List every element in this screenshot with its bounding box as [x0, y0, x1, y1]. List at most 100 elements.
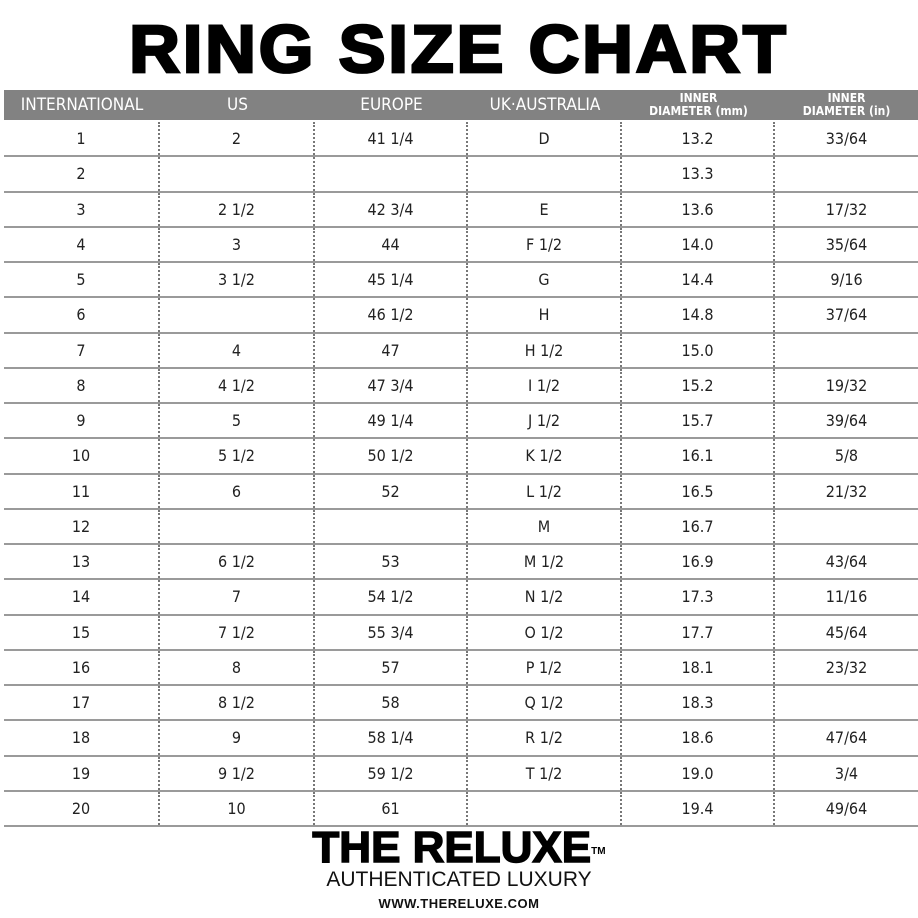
cell-uk-australia: Q 1/2 — [468, 686, 622, 720]
cell-inner-diameter-in: 17/32 — [825, 199, 868, 219]
cell-inner-diameter-in: 49/64 — [825, 798, 868, 818]
cell-inner-diameter-in: 33/64 — [825, 129, 868, 149]
header-inner-diameter-mm: INNER DIAMETER (mm) — [649, 91, 748, 118]
cell-inner-diameter-in: 47/64 — [825, 728, 868, 748]
cell-us: 9 — [160, 721, 315, 755]
table-row: 6 46 1/2 H 14.8 37/64 — [4, 298, 918, 334]
cell-inner-diameter-in: 3/4 — [834, 763, 859, 783]
cell-inner-diameter-mm: 14.0 — [622, 227, 775, 261]
cell-inner-diameter-in: 43/64 — [825, 552, 868, 572]
cell-europe: 49 1/4 — [315, 404, 468, 438]
cell-uk-australia: J 1/2 — [468, 404, 622, 438]
header-international: INTERNATIONAL — [20, 94, 144, 115]
cell-inner-diameter-mm: 14.4 — [622, 263, 775, 297]
cell-us: 2 — [160, 122, 315, 156]
cell-inner-diameter-mm: 14.8 — [622, 298, 775, 332]
size-table: 1 2 41 1/4 D 13.2 33/64 2 13.3 3 2 1/2 42 3/4 E 13.6… — [4, 122, 918, 827]
cell-international: 1 — [4, 122, 160, 156]
cell-international: 8 — [4, 368, 160, 402]
table-row: 19 9 1/2 59 1/2 T 1/2 19.0 3/4 — [4, 756, 918, 792]
cell-inner-diameter-in — [775, 510, 918, 543]
cell-us: 3 1/2 — [160, 263, 315, 297]
cell-uk-australia: H 1/2 — [468, 333, 622, 367]
cell-us — [160, 298, 315, 332]
cell-us — [160, 509, 315, 543]
cell-us: 8 1/2 — [160, 686, 315, 720]
cell-inner-diameter-mm: 13.3 — [622, 157, 775, 191]
brand-name: THE RELUXE — [312, 823, 592, 872]
cell-inner-diameter-in: 39/64 — [825, 411, 868, 431]
cell-uk-australia: M — [468, 509, 622, 543]
cell-international: 13 — [4, 545, 160, 579]
cell-inner-diameter-in: 5/8 — [834, 446, 859, 466]
cell-international: 17 — [4, 686, 160, 720]
table-row: 11 6 52 L 1/2 16.5 21/32 — [4, 474, 918, 510]
cell-international: 12 — [4, 509, 160, 543]
cell-uk-australia: O 1/2 — [468, 615, 622, 649]
cell-europe: 54 1/2 — [315, 580, 468, 614]
table-row: 13 6 1/2 53 M 1/2 16.9 43/64 — [4, 545, 918, 581]
cell-inner-diameter-mm: 17.7 — [622, 615, 775, 649]
cell-international: 7 — [4, 333, 160, 367]
cell-uk-australia: K 1/2 — [468, 439, 622, 473]
cell-europe: 47 — [315, 333, 468, 367]
cell-inner-diameter-in — [775, 157, 918, 190]
header-europe: EUROPE — [360, 94, 423, 115]
table-row: 4 3 44 F 1/2 14.0 35/64 — [4, 227, 918, 263]
cell-inner-diameter-mm: 15.0 — [622, 333, 775, 367]
cell-europe: 57 — [315, 650, 468, 684]
cell-uk-australia: G — [468, 263, 622, 297]
trademark: TM — [591, 846, 606, 857]
cell-europe: 44 — [315, 227, 468, 261]
cell-inner-diameter-in: 9/16 — [830, 270, 863, 290]
table-row: 12 M 16.7 — [4, 509, 918, 545]
header-us: US — [227, 94, 248, 115]
table-header: INTERNATIONAL US EUROPE UK·AUSTRALIA INN… — [4, 90, 918, 120]
cell-international: 3 — [4, 192, 160, 226]
cell-uk-australia: L 1/2 — [468, 474, 622, 508]
cell-inner-diameter-mm: 13.6 — [622, 192, 775, 226]
table-row: 16 8 57 P 1/2 18.1 23/32 — [4, 650, 918, 686]
cell-europe: 58 1/4 — [315, 721, 468, 755]
cell-international: 2 — [4, 157, 160, 191]
cell-europe: 47 3/4 — [315, 368, 468, 402]
cell-inner-diameter-mm: 16.1 — [622, 439, 775, 473]
cell-uk-australia: P 1/2 — [468, 650, 622, 684]
cell-europe: 53 — [315, 545, 468, 579]
cell-europe: 46 1/2 — [315, 298, 468, 332]
cell-us: 4 — [160, 333, 315, 367]
cell-inner-diameter-mm: 18.3 — [622, 686, 775, 720]
header-inner-diameter-in: INNER DIAMETER (in) — [802, 91, 891, 118]
table-row: 10 5 1/2 50 1/2 K 1/2 16.1 5/8 — [4, 439, 918, 475]
cell-inner-diameter-in: 37/64 — [825, 305, 868, 325]
cell-europe: 61 — [315, 791, 468, 825]
cell-international: 4 — [4, 227, 160, 261]
cell-uk-australia: M 1/2 — [468, 545, 622, 579]
table-row: 18 9 58 1/4 R 1/2 18.6 47/64 — [4, 721, 918, 757]
page-title: RING SIZE CHART — [128, 11, 789, 87]
cell-uk-australia — [468, 157, 622, 191]
table-row: 14 7 54 1/2 N 1/2 17.3 11/16 — [4, 580, 918, 616]
cell-international: 15 — [4, 615, 160, 649]
cell-inner-diameter-in: 45/64 — [825, 622, 868, 642]
cell-europe: 50 1/2 — [315, 439, 468, 473]
table-row: 9 5 49 1/4 J 1/2 15.7 39/64 — [4, 404, 918, 440]
cell-inner-diameter-mm: 18.6 — [622, 721, 775, 755]
cell-international: 6 — [4, 298, 160, 332]
header-uk-australia: UK·AUSTRALIA — [489, 94, 601, 115]
cell-inner-diameter-mm: 17.3 — [622, 580, 775, 614]
table-row: 20 10 61 19.4 49/64 — [4, 791, 918, 827]
cell-uk-australia: R 1/2 — [468, 721, 622, 755]
cell-us: 8 — [160, 650, 315, 684]
cell-uk-australia: D — [468, 122, 622, 156]
cell-inner-diameter-in: 11/16 — [825, 587, 868, 607]
cell-uk-australia: E — [468, 192, 622, 226]
table-row: 17 8 1/2 58 Q 1/2 18.3 — [4, 686, 918, 722]
cell-international: 16 — [4, 650, 160, 684]
cell-uk-australia: T 1/2 — [468, 756, 622, 790]
cell-europe — [315, 509, 468, 543]
table-row: 7 4 47 H 1/2 15.0 — [4, 333, 918, 369]
brand-tagline: AUTHENTICATED LUXURY — [326, 868, 592, 891]
table-row: 1 2 41 1/4 D 13.2 33/64 — [4, 122, 918, 158]
